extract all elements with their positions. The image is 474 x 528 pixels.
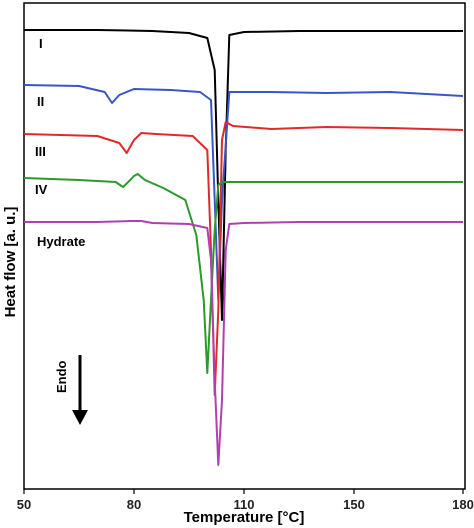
series-line-hydrate (24, 220, 463, 466)
series-line-ii (23, 84, 464, 301)
x-tick-label: 80 (127, 497, 141, 512)
series-line-iii (23, 121, 464, 396)
series-label-hydrate: Hydrate (37, 234, 85, 249)
x-tick-label: 180 (452, 497, 474, 512)
series-label-i: I (39, 36, 43, 51)
series-label-iv: IV (35, 182, 48, 197)
y-axis-title: Heat flow [a. u.] (2, 207, 19, 318)
endo-arrow-head (72, 410, 88, 425)
series-label-iii: III (35, 144, 46, 159)
x-tick-label: 50 (17, 497, 31, 512)
x-tick-label: 110 (234, 497, 255, 512)
series-line-i (24, 29, 463, 321)
x-tick-label: 150 (343, 497, 365, 512)
endo-label: Endo (54, 360, 69, 393)
series-label-ii: II (37, 94, 44, 109)
x-axis-title: Temperature [°C] (184, 509, 305, 526)
series-line-iv (23, 173, 463, 374)
plot-frame (23, 2, 466, 490)
